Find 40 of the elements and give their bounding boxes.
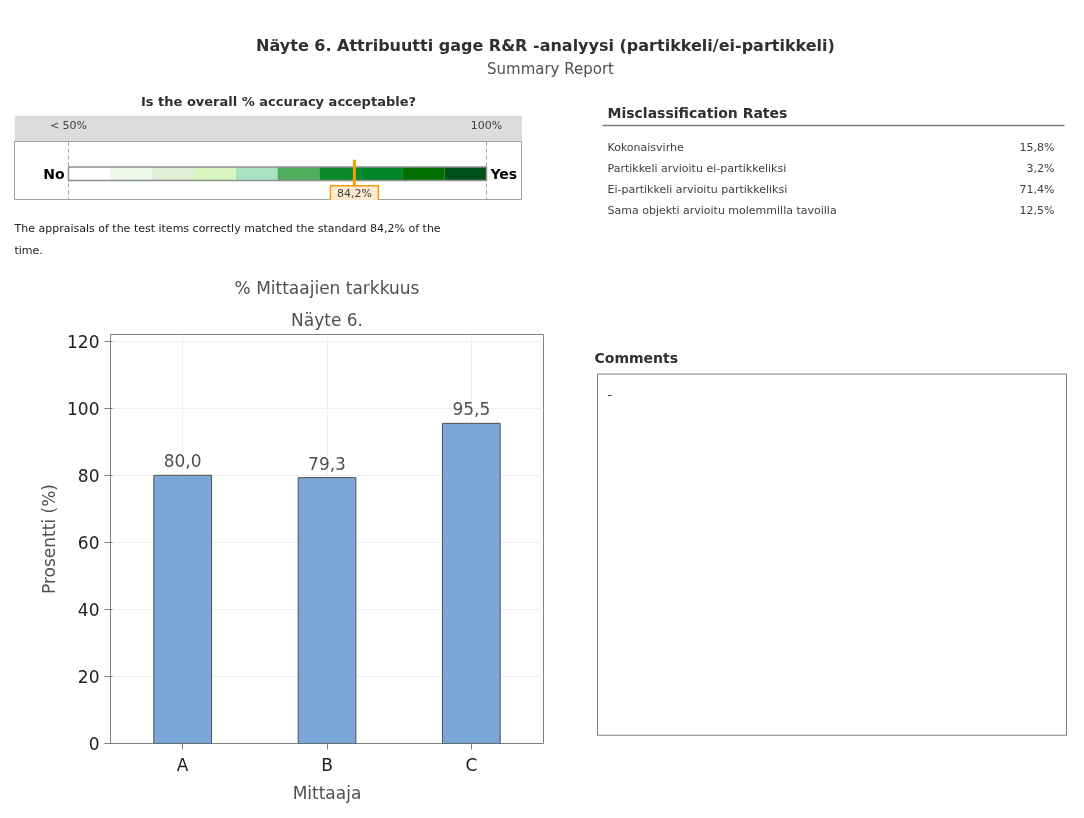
data-label: 80,0 [163,451,202,472]
data-label: 3,2% [1026,162,1055,175]
category-label: Partikkeli arvioitu ei-partikkeliksi [607,162,787,175]
x-axis-title: Mittaaja [292,782,362,803]
y-tick-label: 40 [77,599,100,620]
category-label: Kokonaisvirhe [607,141,684,154]
y-tick-label: 100 [67,398,100,419]
x-tick-label: A [176,754,189,775]
text: Näyte 6. Attribuutti gage R&R -analyysi (partikkeli/ei-partikkeli) [256,36,835,55]
y-tick-label: 80 [77,465,100,486]
x-tick-label: C [465,754,478,775]
data-label: 84,2% [336,187,372,201]
y-axis-title: Prosentti (%) [39,484,60,594]
y-tick-label: 60 [77,532,100,553]
bar [441,422,501,744]
text: - [607,386,613,402]
text: Is the overall % accuracy acceptable? [140,94,417,109]
chart-subtitle: Näyte 6. [291,309,363,330]
text: 100% [470,118,503,132]
data-label: 79,3 [308,453,346,474]
data-label: 71,4% [1019,183,1055,196]
text: Summary Report [487,59,615,78]
y-tick-label: 20 [77,666,100,687]
data-label: 95,5 [452,399,491,420]
text: Yes [489,166,518,183]
x-tick-label: B [321,754,333,775]
text: No [43,166,65,183]
text: The appraisals of the test items correctly matched the standard 84,2% of the time. [13,222,441,257]
data-label: 15,8% [1019,141,1055,154]
y-tick-label: 0 [88,734,100,754]
chart-title: % Mittaajien tarkkuus [234,277,420,298]
text: < 50% [49,118,88,132]
data-label: 12,5% [1019,204,1055,217]
bar [153,474,213,744]
text: Misclassification Rates [607,104,788,121]
bar [297,477,357,744]
category-label: Sama objekti arvioitu molemmilla tavoilla [607,204,837,217]
text: Comments [594,350,679,367]
category-label: Ei-partikkeli arvioitu partikkeliksi [607,183,788,196]
y-tick-label: 120 [67,331,100,352]
